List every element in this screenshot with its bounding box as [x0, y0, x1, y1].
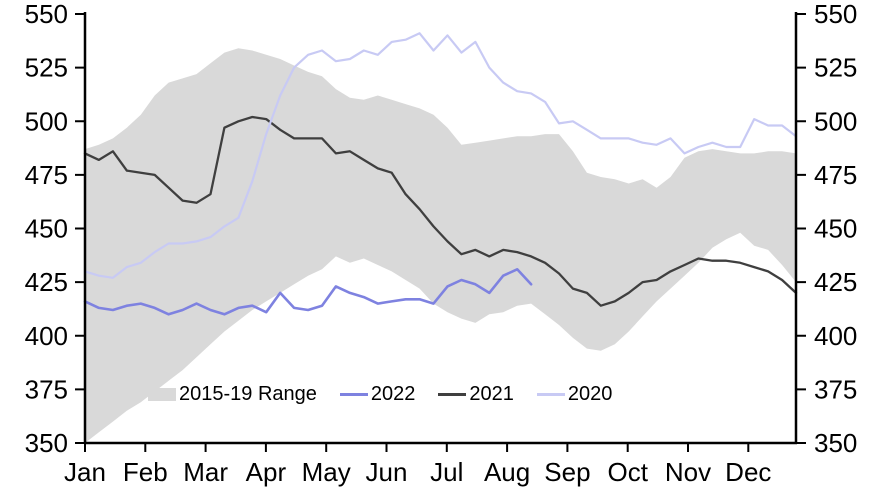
legend-label-2015-19-range: 2015-19 Range [179, 383, 317, 405]
legend-item-2015-19-range: 2015-19 Range [148, 383, 317, 406]
x-tick-label-May: May [302, 457, 351, 487]
x-tick-label-Mar: Mar [183, 457, 228, 487]
y-tick-label-left-375: 375 [25, 374, 68, 404]
y-tick-label-right-400: 400 [814, 321, 857, 351]
y-tick-label-right-450: 450 [814, 214, 857, 244]
x-tick-label-Apr: Apr [246, 457, 287, 487]
x-tick-label-Oct: Oct [607, 457, 648, 487]
x-tick-label-Feb: Feb [123, 457, 168, 487]
line-swatch-2022 [339, 393, 368, 396]
y-tick-label-right-500: 500 [814, 106, 857, 136]
range-band-swatch [148, 388, 176, 401]
y-tick-label-left-525: 525 [25, 53, 68, 83]
y-tick-label-right-375: 375 [814, 374, 857, 404]
legend-item-2022: 2022 [339, 383, 416, 406]
y-tick-label-left-425: 425 [25, 267, 68, 297]
x-tick-label-Jan: Jan [64, 457, 106, 487]
series-line-2022 [83, 267, 533, 316]
series-line-2020 [83, 32, 798, 279]
x-tick-label-Jun: Jun [366, 457, 408, 487]
y-tick-label-left-350: 350 [25, 428, 68, 458]
y-tick-label-right-425: 425 [814, 267, 857, 297]
y-tick-label-right-550: 550 [814, 0, 857, 29]
x-tick-label-Dec: Dec [725, 457, 771, 487]
x-tick-label-Aug: Aug [484, 457, 530, 487]
legend-item-2020: 2020 [536, 383, 613, 406]
chart-legend: 2015-19 Range 2022 2021 2020 [148, 383, 612, 406]
y-tick-label-left-475: 475 [25, 160, 68, 190]
y-tick-label-left-550: 550 [25, 0, 68, 29]
x-tick-label-Sep: Sep [544, 457, 590, 487]
y-tick-label-left-400: 400 [25, 321, 68, 351]
legend-label-2022: 2022 [370, 383, 416, 405]
x-tick-label-Jul: Jul [430, 457, 463, 487]
y-tick-label-right-525: 525 [814, 53, 857, 83]
line-swatch-2021 [438, 393, 467, 396]
x-tick-label-Nov: Nov [665, 457, 711, 487]
legend-item-2021: 2021 [438, 383, 514, 406]
y-tick-label-right-475: 475 [814, 160, 857, 190]
line-swatch-2020 [536, 393, 565, 396]
legend-label-2021: 2021 [469, 383, 514, 405]
legend-label-2020: 2020 [567, 383, 613, 405]
y-tick-label-left-450: 450 [25, 214, 68, 244]
y-tick-label-left-500: 500 [25, 106, 68, 136]
series-line-2021 [83, 115, 798, 307]
y-tick-label-right-350: 350 [814, 428, 857, 458]
